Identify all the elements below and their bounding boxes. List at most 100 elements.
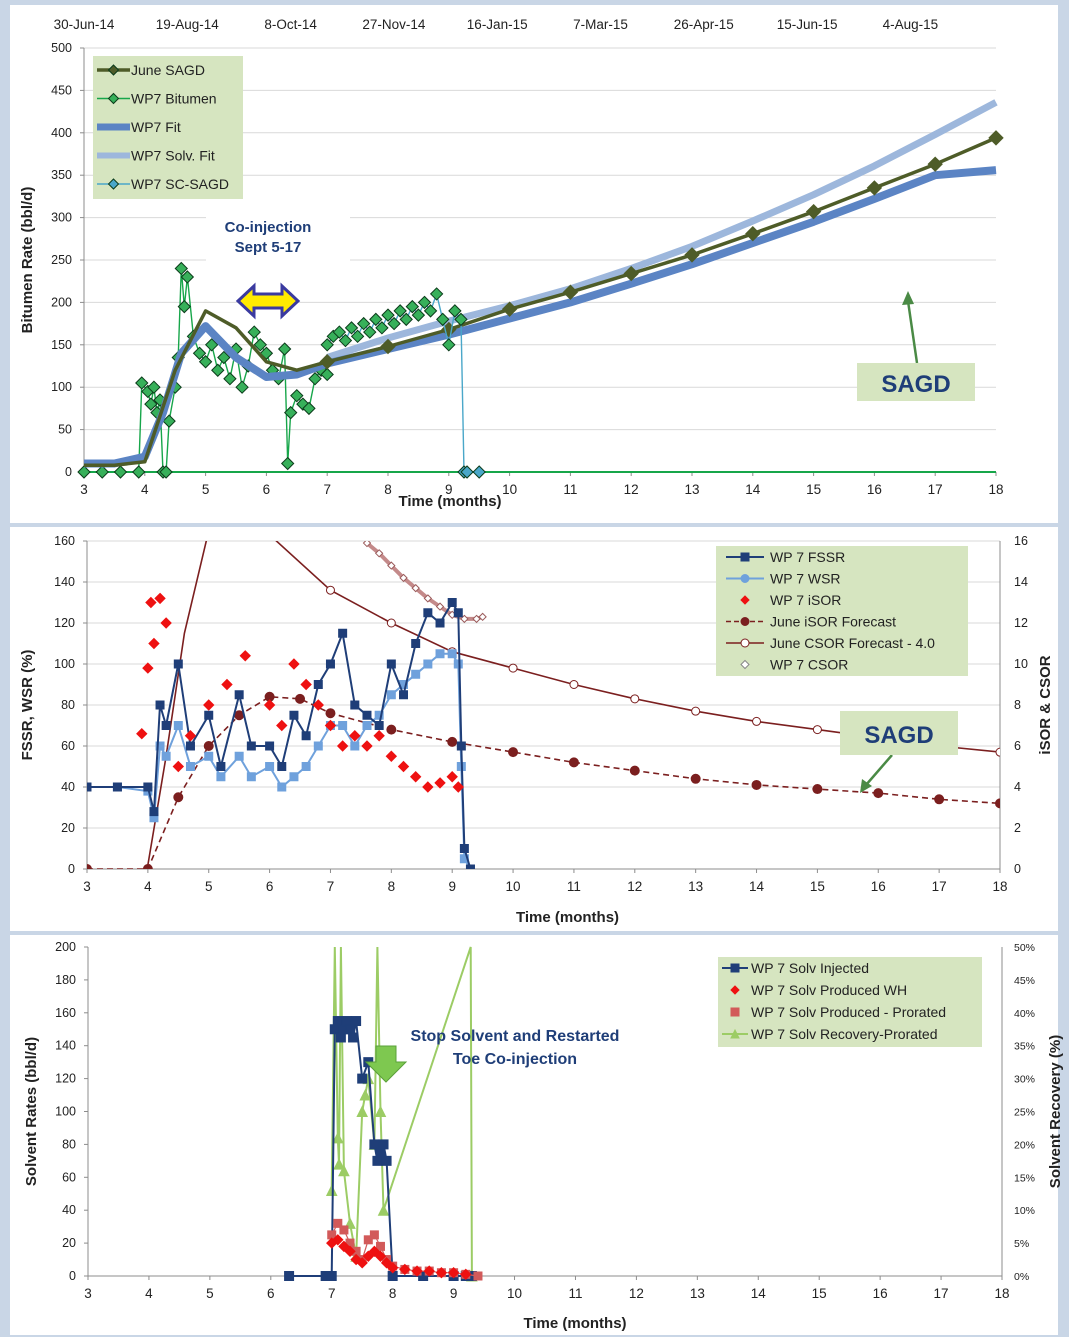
recovery-point xyxy=(359,1088,372,1101)
y-tick-label: 20 xyxy=(61,821,75,835)
annotation-bg xyxy=(206,210,350,262)
legend-label: June CSOR Forecast - 4.0 xyxy=(770,635,935,651)
x-tick-label: 6 xyxy=(267,1286,275,1301)
wp7-bitumen-point xyxy=(147,380,161,394)
recovery-point xyxy=(374,1105,387,1117)
wp7-wsr-point xyxy=(161,751,171,761)
june-sagd-point xyxy=(562,284,579,300)
y-tick-label: 120 xyxy=(54,616,75,630)
june-isor-forecast-point xyxy=(873,788,884,799)
june-csor-forecast-point xyxy=(752,716,762,726)
wp7-isor-point xyxy=(300,678,312,691)
legend-label: June SAGD xyxy=(131,62,205,78)
wp7-sc-sagd-point xyxy=(393,304,407,318)
wp7-fssr-point xyxy=(246,741,256,751)
wp7-isor-point xyxy=(446,771,458,783)
x-tick-label: 16 xyxy=(873,1286,888,1301)
produced-wh-point xyxy=(344,1245,356,1258)
legend-label: WP7 Fit xyxy=(131,119,181,135)
june-sagd-point xyxy=(805,203,822,220)
y2-tick-label: 6 xyxy=(1014,739,1021,753)
wp7-isor-point xyxy=(160,617,172,629)
wp7-bitumen-point xyxy=(198,355,213,369)
series-group xyxy=(284,946,483,1282)
produced-wh-point xyxy=(374,1250,387,1262)
wp7-fssr-point xyxy=(87,782,92,792)
injected-point xyxy=(326,1271,337,1281)
x-tick-label: 16 xyxy=(871,879,886,894)
y2-tick-label: 0 xyxy=(1014,862,1021,876)
wp7-sc-sagd-point xyxy=(387,316,401,331)
top-date-label: 4-Aug-15 xyxy=(883,17,939,32)
x-tick-label: 13 xyxy=(690,1286,705,1301)
x-tick-label: 7 xyxy=(327,879,335,894)
wp7-wsr-point xyxy=(173,721,183,730)
x-tick-label: 4 xyxy=(141,482,149,497)
top-date-label: 27-Nov-14 xyxy=(362,17,426,32)
injected-point xyxy=(378,1139,389,1150)
wp7-bitumen-point xyxy=(290,388,304,403)
wp7-fssr-point xyxy=(149,807,159,817)
x-tick-label: 18 xyxy=(992,879,1007,894)
injected-point xyxy=(372,1155,383,1166)
legend-marker xyxy=(740,595,750,605)
x-axis-title: Time (months) xyxy=(516,909,619,926)
produced-wh-point xyxy=(386,1262,399,1274)
legend-label: WP 7 iSOR xyxy=(770,592,841,608)
y2-tick-label: 50% xyxy=(1014,942,1035,954)
y-tick-label: 160 xyxy=(55,1006,76,1020)
wp7-fssr-point xyxy=(277,762,287,771)
x-axis-title: Time (months) xyxy=(523,1315,626,1332)
wp7-sc-sagd-point xyxy=(375,321,389,335)
wp7-fssr-point xyxy=(234,690,244,700)
wp7-fssr-point xyxy=(216,762,226,771)
x-tick-label: 15 xyxy=(812,1286,827,1301)
wp7-wsr-point xyxy=(301,762,311,771)
june-isor-forecast-point xyxy=(934,794,945,805)
wp7-fssr-point xyxy=(399,690,409,700)
top-date-label: 30-Jun-14 xyxy=(54,17,115,32)
wp7-csor-point xyxy=(399,573,408,583)
y-tick-label: 450 xyxy=(51,83,72,97)
wp7-sc-sagd-point xyxy=(429,287,444,301)
legend-label: WP 7 CSOR xyxy=(770,657,848,673)
produced-wh-point xyxy=(460,1268,472,1281)
june-isor-forecast-point xyxy=(812,784,823,795)
wp7-wsr-point xyxy=(185,762,195,771)
sagd-arrow-line xyxy=(906,300,919,364)
legend-marker xyxy=(730,1028,740,1039)
wp7-fssr-point xyxy=(459,844,469,853)
sagd-arrow-line xyxy=(865,754,893,786)
x-tick-label: 9 xyxy=(445,482,453,497)
clipped-series xyxy=(87,541,1000,869)
wp7-bitumen-point xyxy=(302,401,316,416)
wp7-sc-sagd-point xyxy=(332,325,347,339)
x-tick-label: 6 xyxy=(266,879,274,894)
x-tick-label: 5 xyxy=(206,1286,214,1301)
annotation-text: Sept 5-17 xyxy=(235,239,302,256)
legend: WP 7 FSSR WP 7 WSR WP 7 iSOR June iSOR Fore… xyxy=(716,546,968,676)
wp7-isor-point xyxy=(288,658,300,670)
y2-tick-label: 5% xyxy=(1014,1238,1029,1250)
wp7-csor-point xyxy=(374,549,384,558)
wp7-sc-sagd-point xyxy=(423,304,438,318)
annotation-text: Toe Co-injection xyxy=(453,1051,577,1068)
series-group xyxy=(87,541,1000,869)
wp7-csor-point xyxy=(423,594,433,603)
wp7-bitumen-point xyxy=(162,414,176,428)
x-tick-label: 13 xyxy=(688,879,703,894)
x-tick-label: 17 xyxy=(928,482,943,497)
wp7-fssr-point xyxy=(301,731,311,741)
wp7-bitumen-point xyxy=(132,465,146,479)
y2-tick-label: 0% xyxy=(1014,1271,1029,1283)
sagd-label-bg xyxy=(840,711,958,755)
wp7-isor-point xyxy=(136,727,148,740)
x-tick-label: 4 xyxy=(145,1286,153,1301)
june-sagd-point xyxy=(623,265,639,282)
wp7-bitumen-point xyxy=(77,465,91,479)
y-tick-label: 40 xyxy=(62,1203,76,1217)
y2-axis-title: Solvent Recovery (%) xyxy=(1047,1035,1064,1188)
wp7-isor-point xyxy=(239,650,251,662)
legend-marker xyxy=(730,985,740,995)
